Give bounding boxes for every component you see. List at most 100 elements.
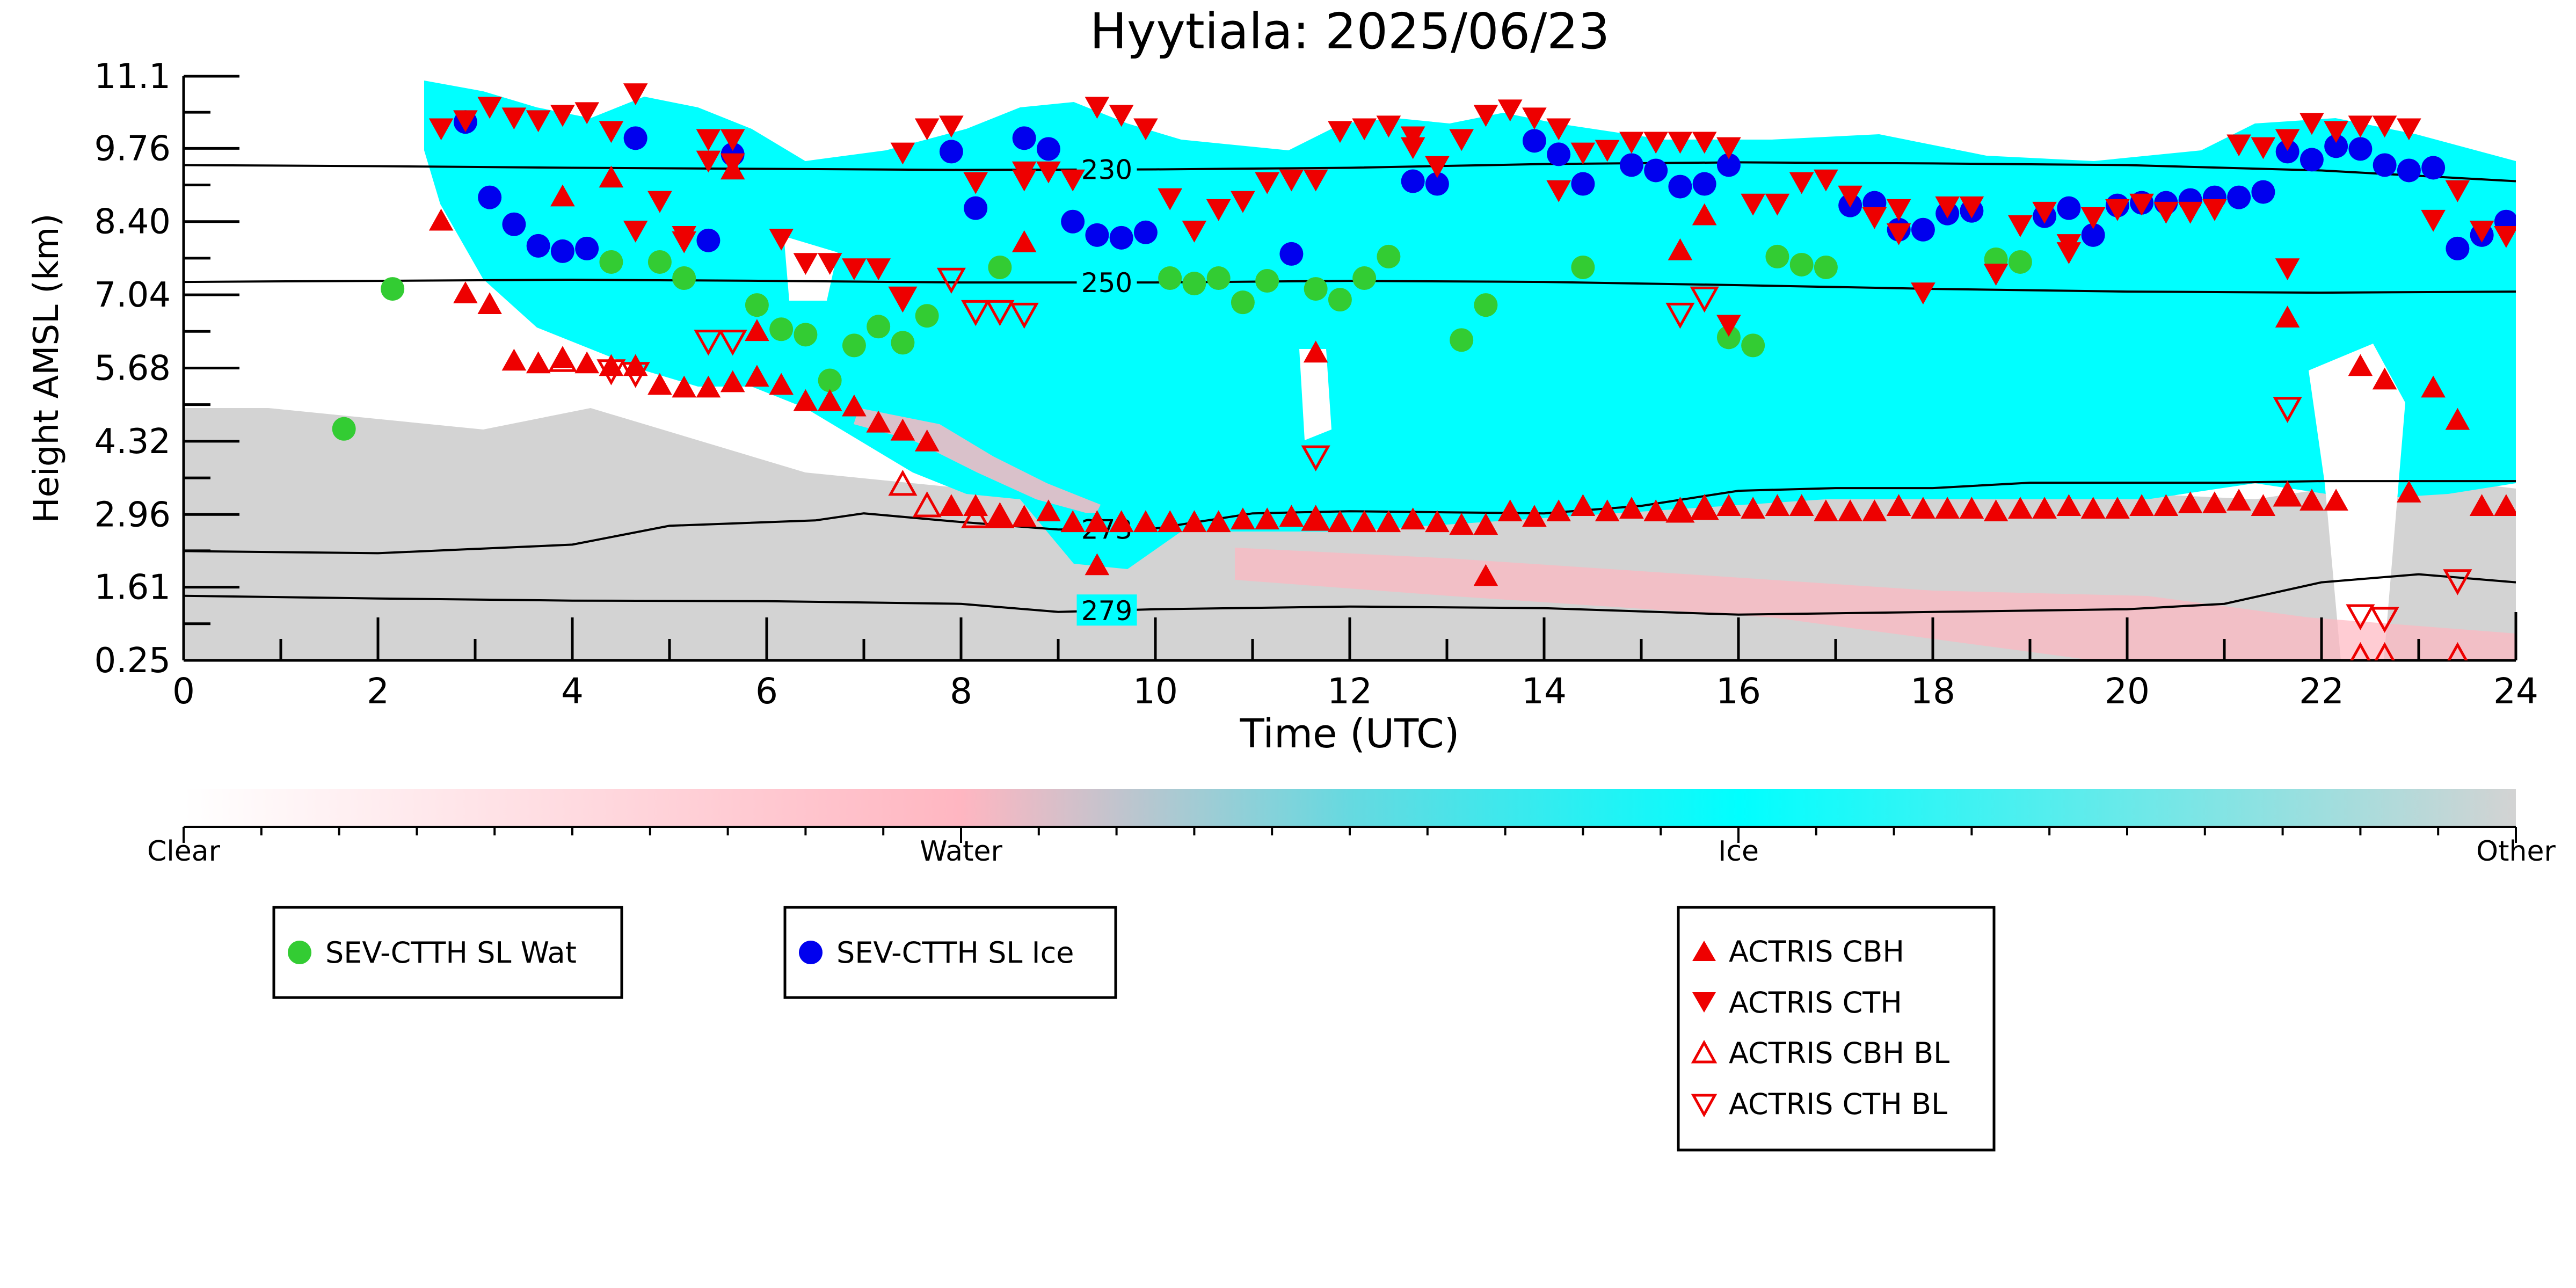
y-tick-label: 4.32 bbox=[94, 422, 171, 462]
x-tick-label: 10 bbox=[1133, 671, 1178, 712]
phase-background bbox=[184, 81, 2516, 660]
marker-sev-ctth-sl-ice bbox=[939, 140, 963, 164]
marker-actris-cbh-bl bbox=[888, 469, 918, 496]
marker-actris-cth bbox=[1911, 282, 1935, 305]
x-tick-label: 2 bbox=[367, 671, 389, 712]
legend-label-cth: ACTRIS CTH bbox=[1729, 986, 1902, 1020]
marker-actris-cth bbox=[720, 153, 745, 176]
colorbar-gradient bbox=[184, 789, 2516, 827]
legend-sev-wat: SEV-CTTH SL Wat bbox=[272, 906, 623, 999]
marker-actris-cth bbox=[963, 172, 988, 194]
marker-actris-cbh bbox=[890, 418, 915, 441]
y-tick-label: 11.1 bbox=[94, 57, 171, 97]
marker-actris-cth bbox=[453, 110, 478, 133]
y-tick-label: 2.96 bbox=[94, 495, 171, 535]
marker-sev-ctth-sl-wat bbox=[867, 315, 891, 339]
marker-actris-cth bbox=[2251, 137, 2276, 159]
marker-actris-cbh bbox=[1012, 230, 1037, 252]
marker-actris-cbh bbox=[1328, 510, 1352, 533]
marker-actris-cbh bbox=[1085, 553, 1110, 576]
marker-actris-cbh bbox=[1279, 505, 1304, 527]
marker-actris-cth bbox=[890, 288, 915, 310]
marker-actris-cth bbox=[1862, 207, 1887, 229]
marker-actris-cth bbox=[2397, 118, 2421, 141]
marker-actris-cbh bbox=[2226, 489, 2251, 511]
marker-sev-ctth-sl-ice bbox=[1571, 172, 1595, 196]
marker-actris-cbh bbox=[987, 505, 1013, 527]
marker-actris-cth bbox=[1619, 132, 1644, 154]
marker-actris-cth bbox=[2348, 115, 2373, 138]
marker-actris-cth bbox=[1765, 193, 1790, 216]
marker-actris-cbh bbox=[842, 394, 867, 417]
marker-actris-cbh-bl bbox=[548, 346, 577, 372]
marker-actris-cbh bbox=[1182, 510, 1207, 533]
marker-sev-ctth-sl-ice bbox=[2446, 236, 2470, 260]
marker-actris-cbh bbox=[526, 351, 551, 374]
marker-actris-cbh bbox=[2080, 497, 2106, 519]
x-tick-label: 4 bbox=[561, 671, 584, 712]
marker-actris-cbh bbox=[2008, 497, 2033, 519]
marker-actris-cth bbox=[1668, 132, 1693, 154]
marker-actris-cth bbox=[1546, 118, 1571, 141]
colorbar-label-clear: Clear bbox=[147, 835, 221, 868]
y-axis-label: Height AMSL (km) bbox=[27, 214, 67, 523]
marker-actris-cth bbox=[1983, 264, 2009, 286]
marker-actris-cbh bbox=[1716, 494, 1741, 516]
marker-actris-cth bbox=[1012, 161, 1037, 184]
marker-actris-cth bbox=[1838, 185, 1862, 208]
marker-actris-cbh bbox=[1400, 507, 1425, 530]
x-tick-label: 20 bbox=[2105, 671, 2150, 712]
chart-title: Hyytiala: 2025/06/23 bbox=[1090, 3, 1610, 60]
marker-sev-ctth-sl-ice bbox=[1547, 142, 1571, 166]
legend-actris: ACTRIS CBH ACTRIS CTH ACTRIS CBH BL ACTR… bbox=[1677, 906, 1996, 1152]
x-tick-label: 16 bbox=[1716, 671, 1761, 712]
marker-actris-cth bbox=[1376, 115, 1401, 138]
marker-actris-cth-bl bbox=[1301, 445, 1330, 472]
marker-actris-cbh bbox=[1668, 499, 1693, 521]
legend-label-cbh: ACTRIS CBH bbox=[1729, 935, 1904, 969]
marker-actris-cbh bbox=[1133, 510, 1158, 533]
marker-actris-cbh bbox=[1376, 510, 1401, 533]
marker-actris-cth bbox=[1231, 191, 1255, 213]
marker-sev-ctth-sl-wat bbox=[1328, 288, 1352, 312]
marker-actris-cbh bbox=[2348, 354, 2373, 376]
marker-actris-cbh bbox=[2445, 407, 2470, 430]
marker-sev-ctth-sl-wat bbox=[769, 317, 794, 341]
marker-actris-cth bbox=[2226, 134, 2251, 157]
marker-actris-cth bbox=[1303, 169, 1328, 192]
legend-box bbox=[1677, 906, 1996, 1152]
marker-actris-cth bbox=[1643, 132, 1668, 154]
legend-marker-cth bbox=[1692, 992, 1716, 1013]
marker-actris-cth bbox=[2202, 199, 2227, 221]
marker-actris-cbh bbox=[1886, 494, 1911, 516]
marker-actris-cbh bbox=[1959, 497, 1984, 519]
marker-sev-ctth-sl-wat bbox=[842, 333, 866, 358]
marker-actris-cth bbox=[1789, 172, 1814, 194]
marker-sev-ctth-sl-ice bbox=[1036, 137, 1060, 161]
marker-sev-ctth-sl-ice bbox=[1061, 209, 1085, 234]
marker-actris-cbh bbox=[793, 389, 818, 411]
marker-sev-ctth-sl-wat bbox=[647, 250, 672, 274]
marker-actris-cth bbox=[2129, 193, 2154, 216]
marker-sev-ctth-sl-ice bbox=[2057, 196, 2081, 220]
marker-actris-cth bbox=[501, 107, 527, 130]
isotherm-layer bbox=[184, 161, 2516, 616]
marker-actris-cth bbox=[696, 150, 721, 173]
marker-actris-cth bbox=[1692, 132, 1717, 154]
marker-actris-cth bbox=[914, 118, 940, 141]
marker-actris-cbh bbox=[1231, 507, 1255, 530]
marker-actris-cth bbox=[1716, 315, 1741, 337]
marker-actris-cbh-bl bbox=[2447, 642, 2468, 660]
marker-actris-cth bbox=[1400, 137, 1425, 159]
marker-actris-cth-bl bbox=[621, 362, 650, 388]
marker-sev-ctth-sl-wat bbox=[1789, 252, 1814, 276]
marker-actris-cth bbox=[1158, 188, 1182, 210]
marker-sev-ctth-sl-ice bbox=[696, 228, 721, 252]
marker-sev-ctth-sl-ice bbox=[1425, 172, 1449, 196]
marker-actris-cbh bbox=[769, 373, 794, 395]
marker-actris-cth bbox=[1814, 169, 1838, 192]
marker-sev-ctth-sl-ice bbox=[1109, 225, 1133, 250]
isotherm-line bbox=[184, 480, 2516, 555]
marker-actris-cth-bl bbox=[2273, 397, 2302, 423]
marker-sev-ctth-sl-wat bbox=[915, 304, 939, 328]
